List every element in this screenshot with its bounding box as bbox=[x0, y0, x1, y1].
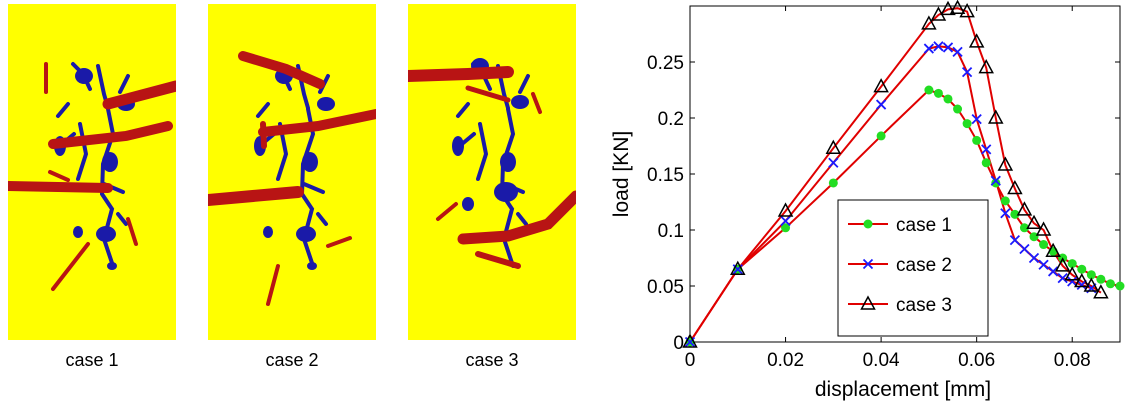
data-point bbox=[1074, 272, 1090, 288]
data-point bbox=[962, 119, 972, 129]
data-point bbox=[923, 43, 935, 54]
data-point bbox=[682, 333, 698, 348]
x-tick-label: 0.06 bbox=[958, 350, 995, 371]
y-tick-label: 0.1 bbox=[658, 221, 684, 242]
data-point bbox=[1045, 242, 1061, 258]
data-point bbox=[1096, 274, 1106, 284]
chart-legend: case 1 case 2 case 3 bbox=[837, 199, 989, 337]
y-tick-label: 0.25 bbox=[647, 53, 684, 74]
legend-marker bbox=[860, 295, 876, 310]
data-point bbox=[1083, 277, 1100, 292]
x-tick-label: 0.02 bbox=[767, 350, 804, 371]
y-axis-label: load [KN] bbox=[610, 131, 633, 217]
panel-caption-case-1: case 1 bbox=[65, 350, 119, 370]
data-point bbox=[1115, 281, 1125, 291]
data-point bbox=[968, 33, 985, 48]
data-point bbox=[981, 144, 992, 155]
data-point bbox=[988, 109, 1004, 124]
data-point bbox=[978, 59, 994, 74]
series-line bbox=[689, 7, 1102, 343]
data-point bbox=[1007, 179, 1023, 195]
microstructure-panel-case-1 bbox=[8, 4, 176, 340]
data-point bbox=[1054, 257, 1071, 272]
legend-label: case 1 bbox=[896, 215, 952, 236]
data-point bbox=[1064, 266, 1080, 281]
data-point bbox=[942, 42, 954, 53]
data-point bbox=[933, 41, 944, 52]
y-tick-label: 0 bbox=[673, 333, 684, 354]
data-point bbox=[1009, 234, 1021, 246]
data-point bbox=[940, 0, 956, 16]
panel-caption-case-2: case 2 bbox=[265, 350, 319, 370]
x-axis-label: displacement [mm] bbox=[815, 378, 991, 401]
microstructure-panel-case-3 bbox=[408, 4, 576, 340]
data-point bbox=[1035, 221, 1052, 236]
y-tick-label: 0.15 bbox=[647, 165, 684, 186]
data-point bbox=[921, 15, 937, 30]
x-tick-label: 0 bbox=[685, 350, 696, 371]
data-point bbox=[997, 156, 1014, 171]
data-point bbox=[873, 78, 889, 93]
data-point bbox=[953, 104, 963, 114]
data-point bbox=[943, 94, 953, 104]
data-point bbox=[875, 99, 887, 110]
data-point bbox=[1067, 276, 1078, 287]
data-point bbox=[1010, 209, 1020, 219]
data-point bbox=[1029, 232, 1039, 242]
y-tick-label: 0.2 bbox=[658, 109, 684, 130]
data-point bbox=[1086, 270, 1096, 280]
data-point bbox=[781, 223, 791, 233]
data-point bbox=[730, 260, 746, 275]
data-point bbox=[1038, 259, 1049, 270]
data-point bbox=[1039, 240, 1049, 250]
data-point bbox=[1016, 201, 1033, 216]
x-tick-label: 0.08 bbox=[1054, 350, 1091, 371]
legend-marker bbox=[862, 258, 874, 270]
data-point bbox=[990, 175, 1001, 186]
data-point bbox=[1047, 266, 1059, 277]
data-point bbox=[828, 157, 839, 168]
data-point bbox=[959, 3, 975, 18]
data-point bbox=[972, 135, 982, 145]
data-point bbox=[777, 202, 794, 217]
legend-label: case 2 bbox=[896, 255, 952, 276]
data-point bbox=[991, 178, 1001, 188]
load-displacement-chart: 0 0.02 0.04 0.06 0.08 0 0.05 0.1 0.15 0.2 0.25 dis… bbox=[610, 0, 1125, 401]
data-point bbox=[981, 158, 991, 168]
data-point bbox=[1000, 208, 1011, 219]
data-point bbox=[780, 215, 791, 227]
data-point bbox=[1026, 214, 1042, 230]
data-point bbox=[1000, 196, 1010, 206]
data-point bbox=[924, 85, 934, 95]
data-point bbox=[949, 0, 966, 14]
data-point bbox=[1057, 273, 1068, 284]
legend-label: case 3 bbox=[896, 295, 952, 316]
data-point bbox=[933, 88, 943, 98]
microstructure-panel-case-2 bbox=[208, 4, 376, 340]
data-point bbox=[1019, 243, 1030, 255]
data-point bbox=[952, 46, 963, 58]
data-point bbox=[1076, 279, 1087, 291]
data-point bbox=[828, 178, 838, 188]
x-tick-label: 0.04 bbox=[863, 350, 900, 371]
data-point bbox=[1093, 284, 1109, 299]
data-point bbox=[1105, 279, 1115, 289]
chart-series-layer bbox=[682, 0, 1125, 348]
data-point bbox=[961, 66, 973, 78]
data-point bbox=[876, 131, 886, 141]
series-3 bbox=[689, 7, 1102, 343]
legend-marker bbox=[863, 219, 873, 229]
data-point bbox=[1077, 264, 1087, 274]
data-point bbox=[1028, 252, 1040, 264]
data-point bbox=[825, 139, 842, 154]
y-tick-label: 0.05 bbox=[647, 277, 684, 298]
data-point bbox=[971, 113, 982, 125]
data-point bbox=[1067, 259, 1077, 269]
data-point bbox=[1019, 223, 1029, 233]
series-3-markers bbox=[682, 0, 1109, 348]
panel-caption-case-3: case 3 bbox=[465, 350, 519, 370]
